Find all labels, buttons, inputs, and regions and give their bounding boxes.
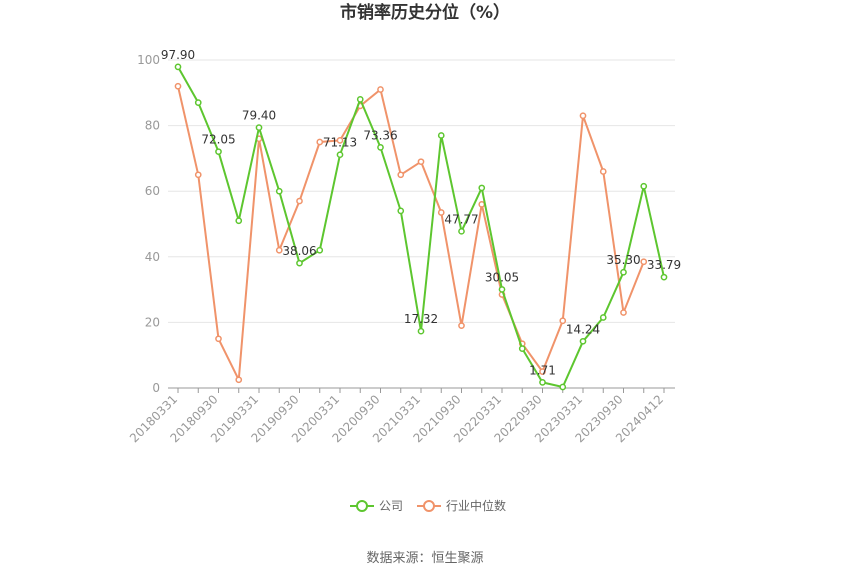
- data-point: [377, 86, 384, 93]
- legend-item[interactable]: 行业中位数: [417, 498, 506, 513]
- data-point: [417, 327, 425, 335]
- data-point: [316, 246, 324, 254]
- legend-swatch-marker: [423, 500, 435, 512]
- data-label: 71.13: [323, 136, 357, 150]
- legend[interactable]: 公司 行业中位数: [350, 498, 506, 513]
- series-group: [174, 63, 668, 391]
- data-label: 1.71: [529, 363, 556, 377]
- data-label: 17.32: [404, 312, 438, 326]
- data-label: 35.30: [606, 253, 640, 267]
- data-label: 72.05: [201, 133, 235, 147]
- source-note: 数据来源：恒生聚源: [366, 551, 483, 566]
- data-point: [478, 184, 486, 192]
- data-label: 30.05: [485, 270, 519, 284]
- data-point: [417, 158, 425, 166]
- data-label: 33.79: [647, 258, 681, 272]
- series-0: [174, 63, 668, 391]
- data-point: [620, 268, 627, 276]
- legend-item[interactable]: 公司: [350, 499, 403, 513]
- data-point: [174, 82, 182, 90]
- series-1: [174, 82, 648, 384]
- grid: [168, 59, 675, 323]
- data-point: [377, 144, 384, 151]
- data-point: [235, 217, 243, 225]
- data-point: [296, 197, 303, 205]
- data-label: 38.06: [282, 244, 316, 258]
- data-point: [397, 171, 405, 179]
- data-point: [458, 227, 465, 235]
- data-point: [437, 132, 445, 139]
- data-point: [194, 99, 202, 106]
- data-point: [437, 209, 445, 216]
- data-point: [539, 368, 546, 375]
- data-point: [356, 96, 364, 103]
- data-point: [275, 246, 283, 254]
- data-point: [316, 138, 324, 146]
- data-point: [215, 148, 222, 156]
- data-point: [660, 273, 668, 281]
- data-point: [215, 335, 222, 343]
- data-point: [174, 63, 182, 71]
- data-point: [640, 258, 648, 266]
- x-axis: 2018033120180930201903312019093020200331…: [127, 388, 666, 445]
- data-label: 79.40: [242, 109, 276, 123]
- data-point: [599, 314, 607, 321]
- data-point: [620, 309, 627, 316]
- data-point: [579, 337, 587, 345]
- data-point: [336, 151, 344, 159]
- data-point: [275, 187, 283, 195]
- data-point: [458, 322, 465, 330]
- data-label: 47.77: [444, 212, 478, 226]
- chart-title: 市销率历史分位（%）: [340, 2, 510, 23]
- data-point: [498, 286, 506, 293]
- data-point: [599, 168, 607, 175]
- data-point: [518, 345, 526, 352]
- data-labels: 97.90 72.05 79.40 38.06 71.13 73.36 17.32 47.77…: [161, 48, 681, 378]
- data-label: 14.24: [566, 322, 600, 336]
- data-point: [194, 171, 202, 179]
- legend-label: 公司: [379, 499, 403, 513]
- data-point: [296, 259, 303, 267]
- y-tick-label: 100: [137, 53, 160, 67]
- data-point: [559, 383, 567, 391]
- legend-label: 行业中位数: [446, 498, 506, 513]
- data-label: 73.36: [363, 128, 397, 142]
- data-label: 97.90: [161, 48, 195, 62]
- y-tick-label: 80: [145, 119, 160, 133]
- y-tick-label: 60: [145, 184, 160, 198]
- data-point: [640, 182, 648, 190]
- y-tick-label: 0: [152, 381, 160, 395]
- data-point: [397, 207, 405, 215]
- legend-swatch-marker: [356, 500, 368, 512]
- data-point: [579, 112, 587, 120]
- data-point: [235, 376, 243, 384]
- series-line: [177, 86, 645, 381]
- y-axis: 0 20 40 60 80 100: [137, 53, 160, 395]
- data-point: [255, 124, 263, 131]
- y-tick-label: 20: [145, 315, 160, 329]
- data-point: [478, 200, 486, 208]
- data-point: [336, 137, 344, 144]
- data-point: [539, 379, 546, 386]
- y-tick-label: 40: [145, 250, 160, 264]
- data-point: [559, 317, 567, 325]
